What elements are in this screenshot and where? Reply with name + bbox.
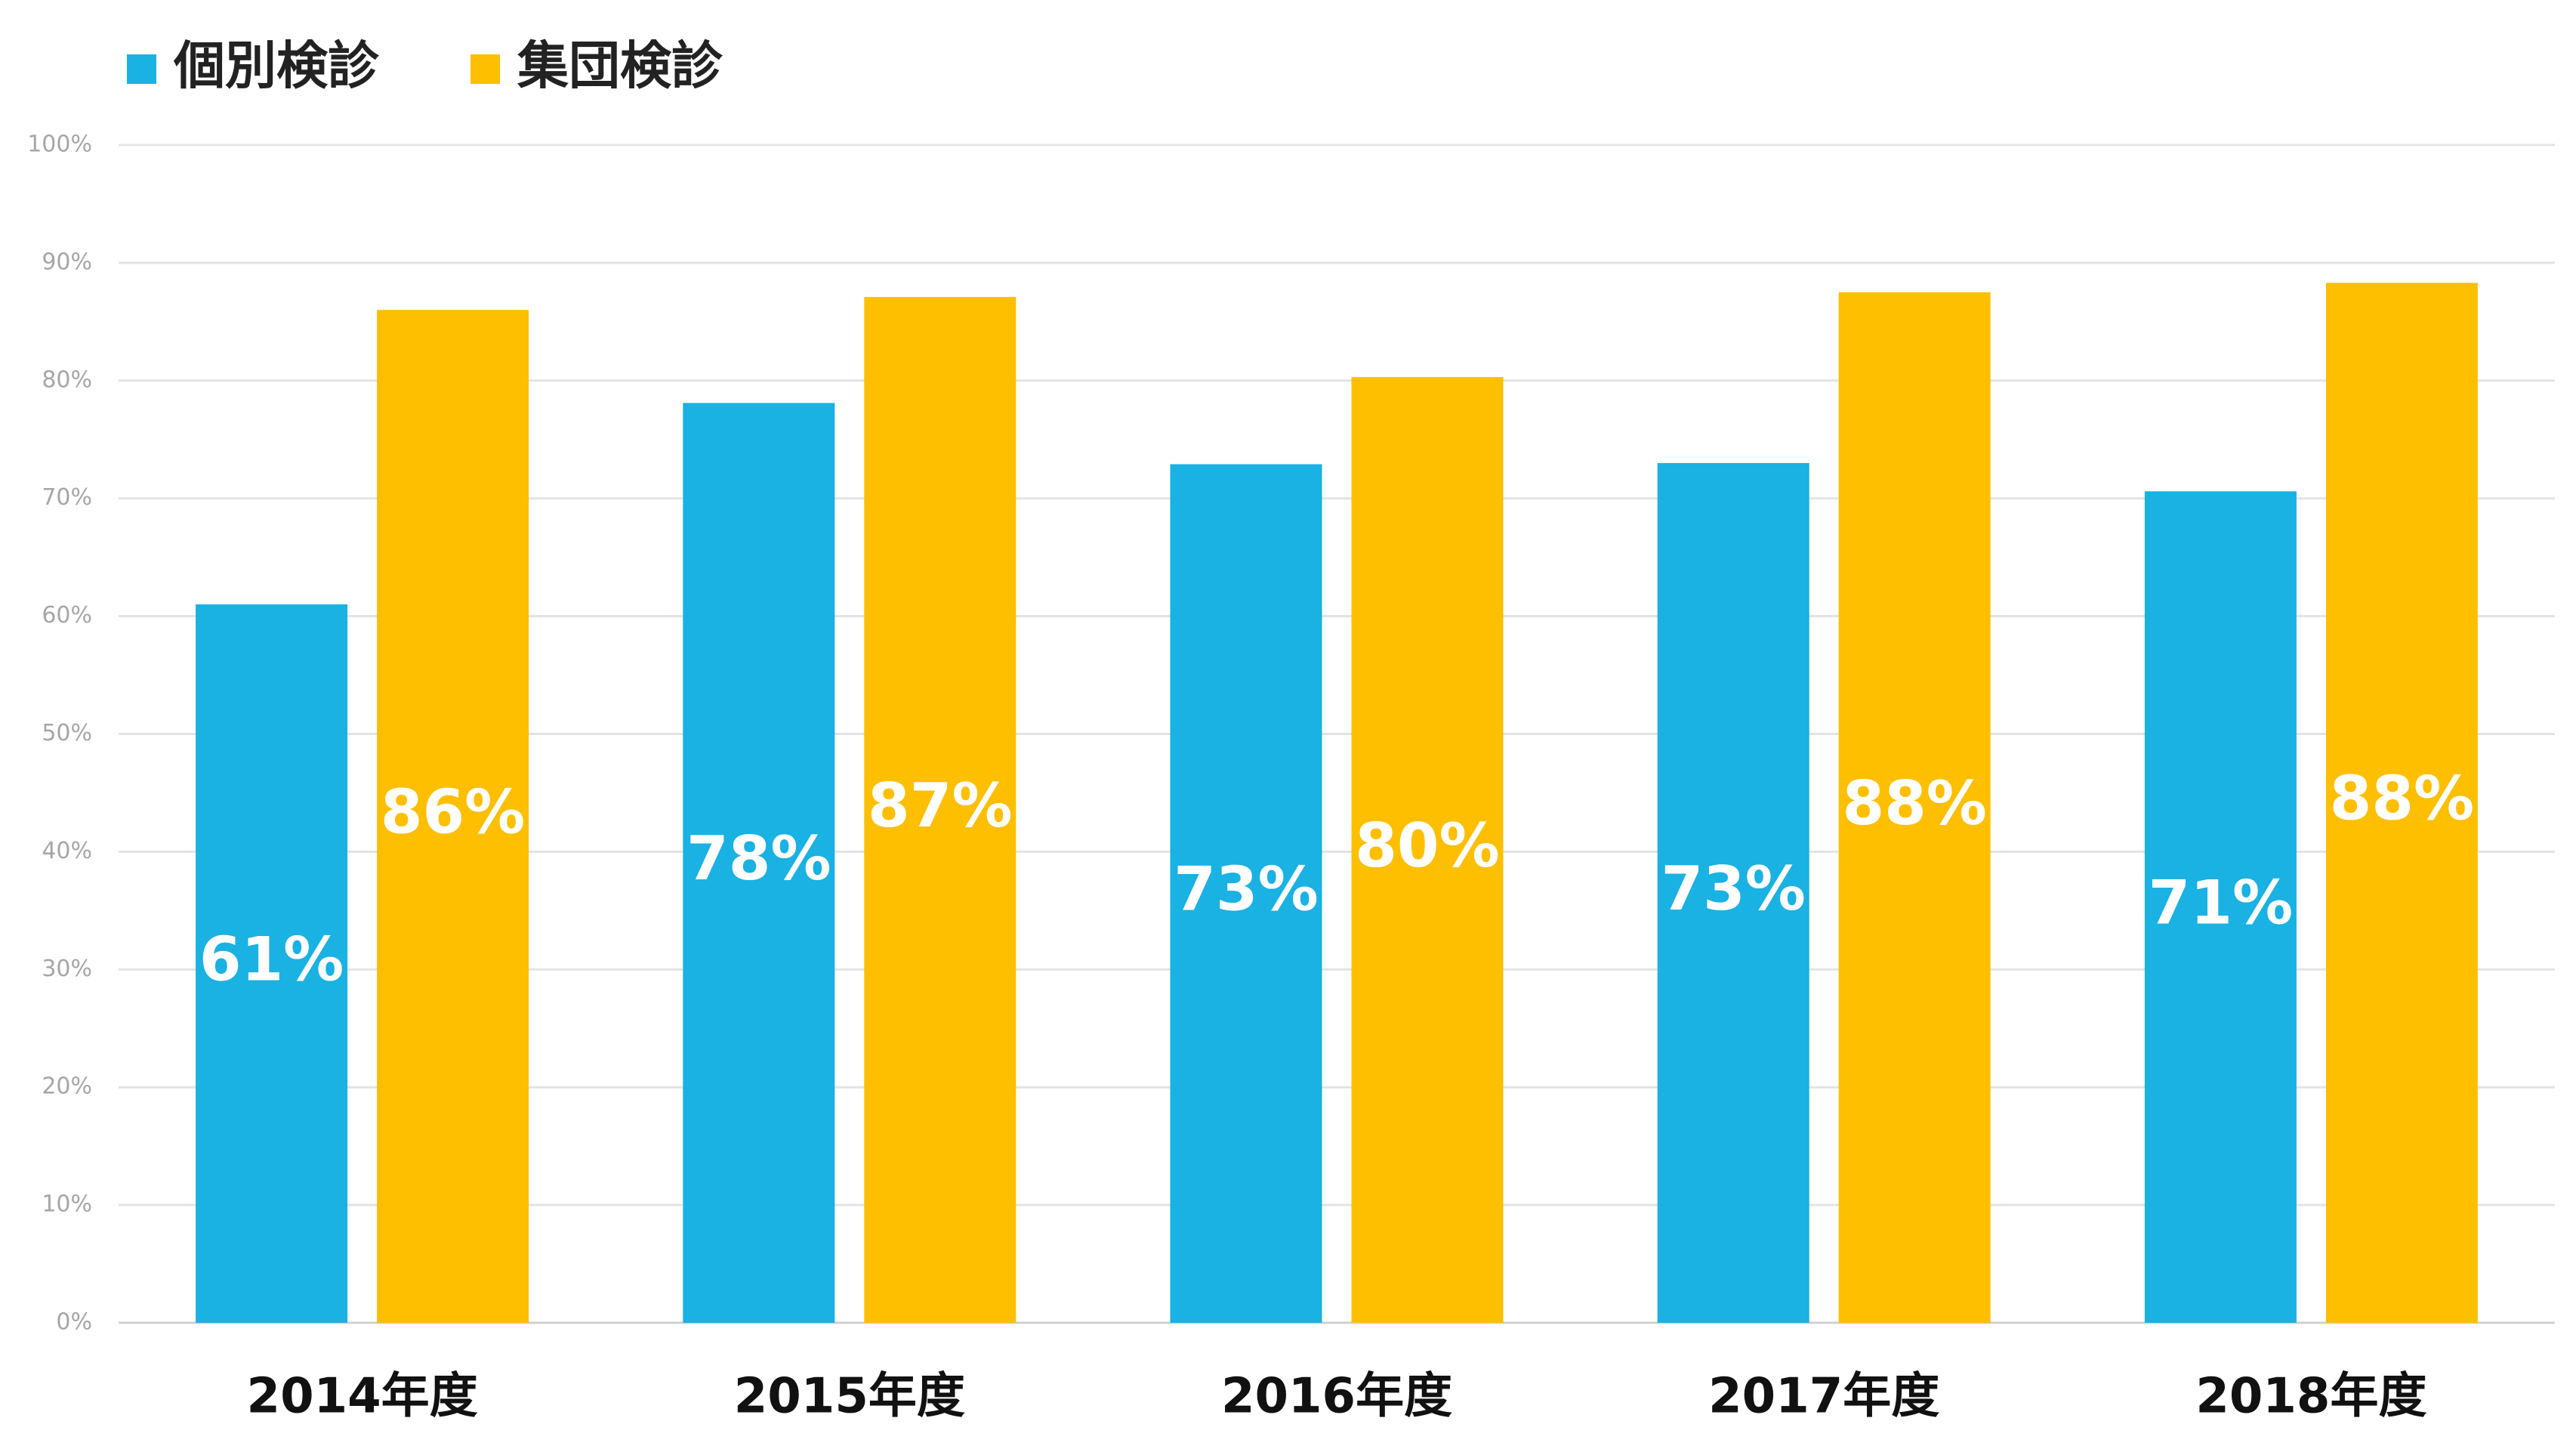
value-label: 87% [868, 771, 1012, 841]
y-tick-label: 40% [42, 838, 92, 864]
bar [1170, 464, 1322, 1323]
bar [864, 297, 1017, 1324]
x-tick-label: 2017年度 [1708, 1369, 1939, 1425]
bar [377, 310, 529, 1323]
x-tick-label: 2014年度 [247, 1369, 478, 1425]
legend-label: 個別検診 [173, 37, 380, 97]
value-label: 88% [1842, 768, 1986, 839]
x-tick-label: 2016年度 [1221, 1369, 1452, 1425]
value-label: 80% [1355, 811, 1499, 881]
bar [1838, 292, 1991, 1323]
bar [1351, 377, 1504, 1323]
y-tick-label: 70% [42, 484, 92, 511]
value-label: 71% [2149, 868, 2293, 938]
y-tick-label: 50% [42, 720, 92, 746]
value-label: 86% [381, 777, 525, 848]
x-tick-label: 2018年度 [2195, 1369, 2426, 1425]
y-tick-label: 30% [42, 956, 92, 982]
value-label: 61% [199, 924, 344, 994]
y-tick-label: 100% [27, 131, 92, 158]
y-tick-label: 10% [42, 1191, 92, 1218]
bar [2325, 283, 2478, 1323]
bar [196, 604, 348, 1323]
value-label: 88% [2330, 764, 2474, 834]
y-tick-label: 60% [42, 602, 92, 629]
y-tick-label: 20% [42, 1073, 92, 1100]
y-tick-label: 90% [42, 249, 92, 275]
bar [2144, 491, 2297, 1324]
value-label: 73% [1174, 854, 1318, 925]
x-tick-label: 2015年度 [734, 1369, 965, 1425]
legend-swatch [127, 54, 156, 84]
y-tick-label: 80% [42, 366, 92, 393]
bar [1657, 462, 1809, 1324]
legend-swatch [470, 54, 500, 84]
value-label: 78% [686, 823, 831, 894]
y-tick-label: 0% [56, 1309, 92, 1336]
bar [683, 403, 835, 1323]
value-label: 73% [1661, 854, 1805, 924]
legend-label: 集団検診 [517, 37, 723, 97]
